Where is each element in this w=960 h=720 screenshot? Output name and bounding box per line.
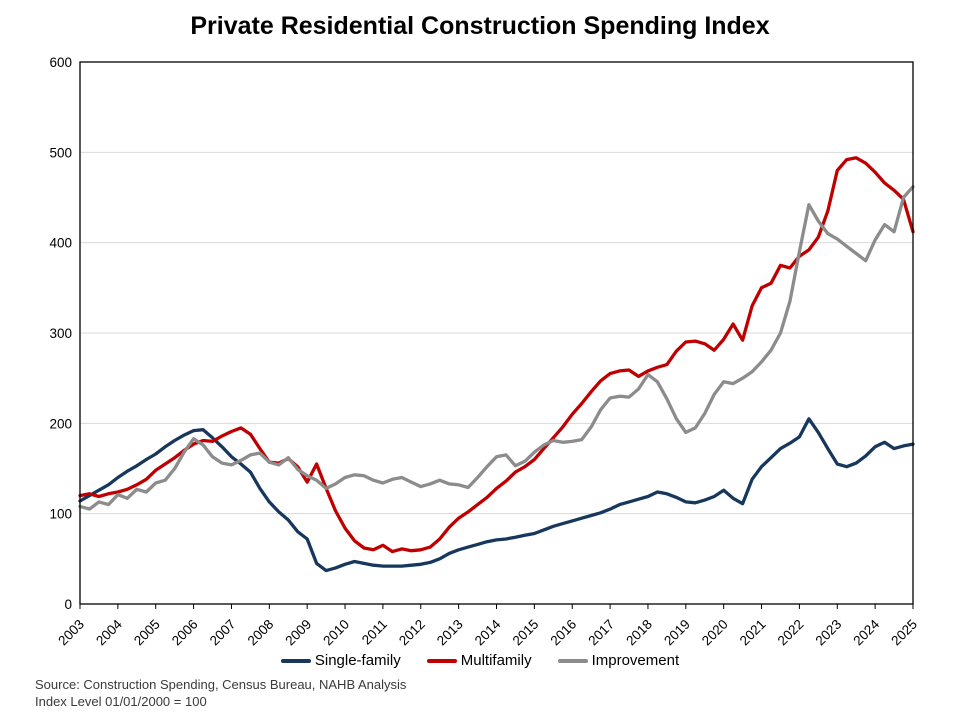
source-block: Source: Construction Spending, Census Bu…	[35, 676, 406, 710]
x-tick-label: 2015	[510, 617, 542, 649]
series-line-improvement	[78, 185, 915, 511]
chart-legend: Single-family Multifamily Improvement	[0, 652, 960, 669]
x-tick-label: 2004	[93, 616, 125, 648]
legend-swatch-improvement	[557, 658, 588, 663]
x-tick-label: 2016	[547, 617, 579, 649]
x-tick-label: 2006	[169, 617, 201, 649]
plot-area-border	[79, 61, 914, 605]
legend-item-single-family: Single-family	[280, 652, 401, 669]
x-tick-label: 2009	[282, 617, 314, 649]
x-tick-label: 2024	[850, 616, 882, 648]
x-tick-label: 2005	[131, 617, 163, 649]
legend-swatch-multifamily	[426, 658, 457, 663]
y-tick-label: 400	[49, 236, 72, 251]
x-tick-label: 2018	[623, 617, 655, 649]
source-line-1: Source: Construction Spending, Census Bu…	[35, 677, 407, 692]
x-tick-label: 2023	[813, 617, 845, 649]
x-tick-label: 2022	[775, 617, 807, 649]
x-tick-label: 2019	[661, 617, 693, 649]
x-tick-label: 2025	[888, 617, 920, 649]
x-tick-label: 2003	[55, 617, 87, 649]
x-tick-label: 2008	[245, 617, 277, 649]
legend-label-multifamily: Multifamily	[460, 652, 532, 669]
x-tick-label: 2007	[207, 617, 239, 649]
chart-title: Private Residential Construction Spendin…	[190, 12, 770, 40]
x-tick-label: 2020	[699, 617, 731, 649]
legend-swatch-single-family	[280, 658, 311, 663]
legend-label-improvement: Improvement	[591, 652, 680, 669]
y-tick-label: 500	[49, 145, 72, 160]
x-tick-label: 2014	[472, 616, 504, 648]
x-tick-label: 2012	[396, 617, 428, 649]
y-tick-label: 0	[64, 597, 72, 612]
x-tick-label: 2021	[737, 617, 769, 649]
y-tick-label: 200	[49, 416, 72, 431]
y-tick-label: 100	[49, 507, 72, 522]
legend-item-multifamily: Multifamily	[426, 652, 532, 669]
legend-label-single-family: Single-family	[314, 652, 401, 669]
x-tick-label: 2011	[359, 617, 390, 648]
y-tick-label: 600	[49, 55, 72, 70]
legend-item-improvement: Improvement	[557, 652, 680, 669]
x-tick-label: 2013	[434, 617, 466, 649]
series-line-multifamily	[78, 156, 915, 554]
x-tick-label: 2017	[585, 617, 617, 649]
source-line-2: Index Level 01/01/2000 = 100	[35, 694, 207, 709]
y-tick-label: 300	[49, 326, 72, 341]
x-tick-label: 2010	[320, 617, 352, 649]
series-line-single-family	[78, 417, 915, 573]
